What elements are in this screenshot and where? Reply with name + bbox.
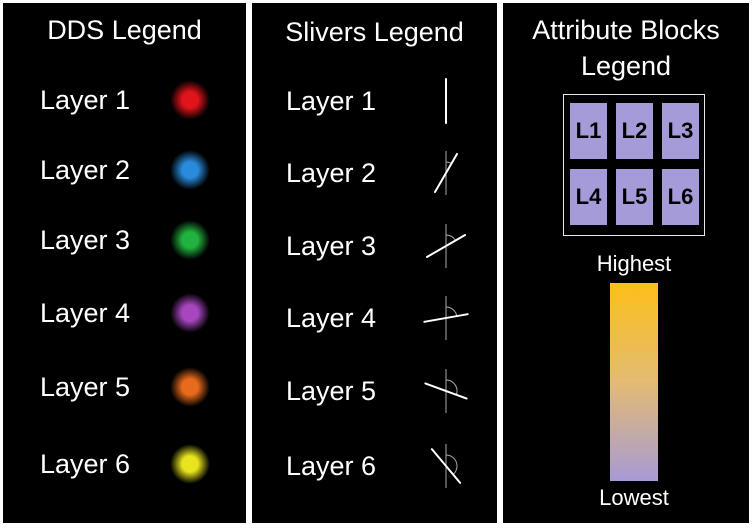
dds-legend-panel: DDS Legend Layer 1 Layer 2 Layer 3 Layer 4 L… [3, 3, 246, 523]
dds-layer-dot [170, 367, 210, 407]
sliver-glyph [445, 78, 447, 124]
sliver-layer-label: Layer 6 [286, 451, 377, 481]
dds-layer-label: Layer 4 [40, 298, 131, 328]
sliver-layer-label: Layer 3 [286, 231, 377, 261]
dds-layer-dot [170, 150, 210, 190]
attribute-block-l4: L4 [570, 169, 607, 225]
sliver-angle-arc [445, 454, 458, 475]
slivers-legend-panel: Slivers Legend Layer 1 Layer 2 Layer 3 Laye… [252, 3, 497, 523]
dds-layer-label: Layer 6 [40, 449, 131, 479]
attribute-color-scale [610, 283, 658, 481]
sliver-angle-arc [445, 379, 458, 395]
attribute-block-l1: L1 [570, 103, 607, 159]
attribute-block-l3: L3 [662, 103, 699, 159]
sliver-angle-arc [445, 234, 456, 241]
attribute-block-l2: L2 [616, 103, 653, 159]
sliver-layer-label: Layer 5 [286, 376, 377, 406]
attribute-blocks-title-line1: Attribute Blocks [532, 15, 720, 45]
attribute-block-l6: L6 [662, 169, 699, 225]
sliver-line [424, 382, 468, 400]
sliver-glyph [434, 151, 458, 195]
attribute-blocks-legend-panel: Attribute Blocks Legend L1 L2 L3 L4 L5 L6 Hig… [503, 3, 749, 523]
dds-layer-label: Layer 2 [40, 155, 131, 185]
dds-layer-dot [170, 293, 210, 333]
sliver-layer-label: Layer 4 [286, 303, 377, 333]
dds-layer-label: Layer 1 [40, 85, 131, 115]
attribute-blocks-grid: L1 L2 L3 L4 L5 L6 [563, 94, 705, 236]
slivers-legend-title: Slivers Legend [285, 17, 464, 47]
dds-layer-label: Layer 5 [40, 372, 131, 402]
sliver-glyph [425, 224, 467, 268]
sliver-line [430, 448, 462, 484]
sliver-layer-label: Layer 2 [286, 158, 377, 188]
sliver-glyph [424, 369, 468, 413]
sliver-glyph [430, 444, 462, 488]
attribute-blocks-title-line2: Legend [580, 51, 672, 81]
scale-low-label: Lowest [599, 485, 669, 510]
sliver-angle-arc [445, 306, 458, 317]
sliver-layer-label: Layer 1 [286, 86, 377, 116]
dds-layer-dot [170, 220, 210, 260]
dds-legend-title: DDS Legend [47, 15, 202, 45]
scale-high-label: Highest [596, 251, 672, 276]
dds-layer-dot [170, 80, 210, 120]
dds-layer-label: Layer 3 [40, 225, 131, 255]
attribute-block-l5: L5 [616, 169, 653, 225]
sliver-glyph [423, 296, 469, 340]
dds-layer-dot [170, 444, 210, 484]
sliver-line [425, 234, 467, 258]
sliver-line [434, 152, 458, 194]
sliver-line [423, 313, 469, 323]
